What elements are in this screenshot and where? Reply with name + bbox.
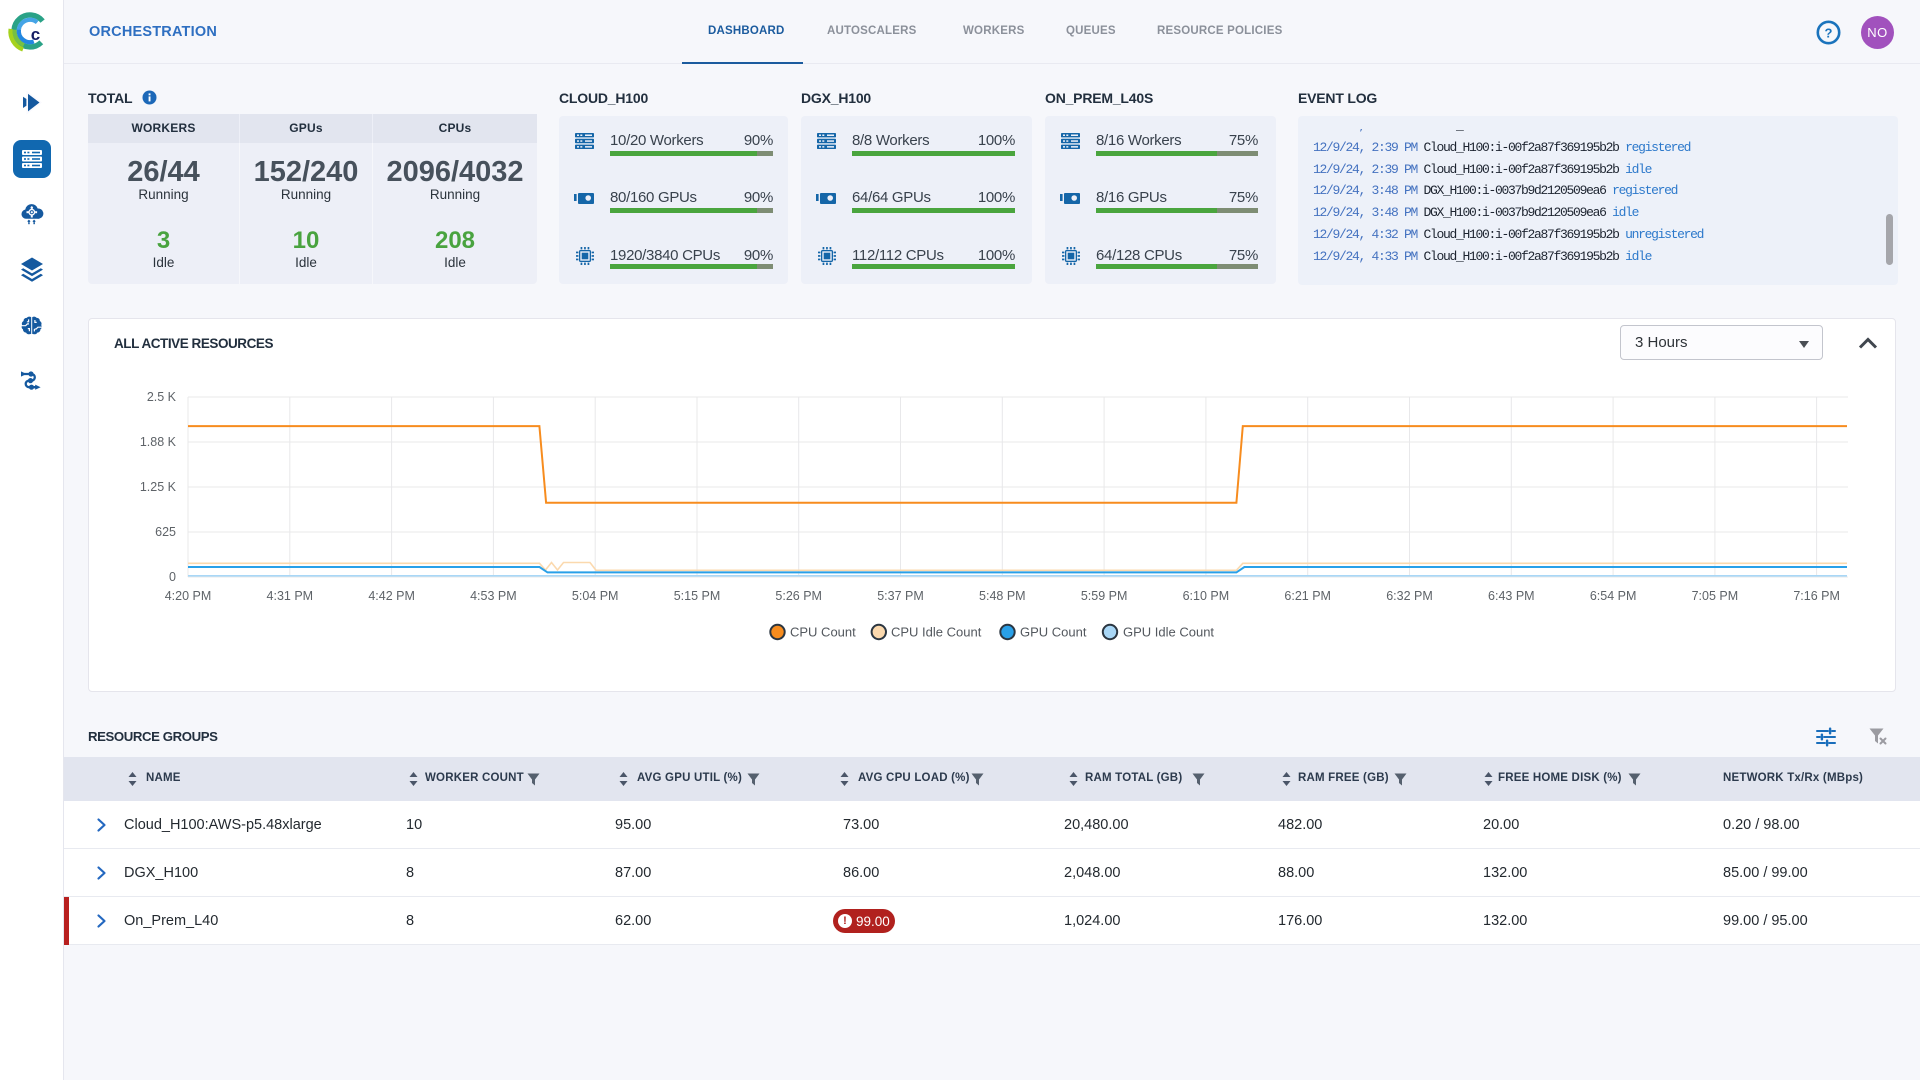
svg-text:625: 625 bbox=[155, 525, 176, 539]
svg-text:6:21 PM: 6:21 PM bbox=[1284, 589, 1331, 603]
svg-text:4:42 PM: 4:42 PM bbox=[368, 589, 415, 603]
svg-text:5:59 PM: 5:59 PM bbox=[1081, 589, 1128, 603]
svg-text:1.88 K: 1.88 K bbox=[140, 435, 177, 449]
svg-text:4:20 PM: 4:20 PM bbox=[165, 589, 212, 603]
svg-text:CPU Count: CPU Count bbox=[790, 625, 856, 640]
svg-text:6:43 PM: 6:43 PM bbox=[1488, 589, 1535, 603]
svg-text:7:05 PM: 7:05 PM bbox=[1692, 589, 1739, 603]
svg-text:6:54 PM: 6:54 PM bbox=[1590, 589, 1637, 603]
svg-text:5:48 PM: 5:48 PM bbox=[979, 589, 1026, 603]
svg-text:5:04 PM: 5:04 PM bbox=[572, 589, 619, 603]
svg-text:2.5 K: 2.5 K bbox=[147, 390, 177, 404]
svg-text:?: ? bbox=[1825, 25, 1833, 40]
svg-text:4:53 PM: 4:53 PM bbox=[470, 589, 517, 603]
svg-text:5:37 PM: 5:37 PM bbox=[877, 589, 924, 603]
svg-text:0: 0 bbox=[169, 570, 176, 584]
svg-text:5:15 PM: 5:15 PM bbox=[674, 589, 721, 603]
svg-text:5:26 PM: 5:26 PM bbox=[775, 589, 822, 603]
svg-text:4:31 PM: 4:31 PM bbox=[267, 589, 314, 603]
svg-text:GPU Count: GPU Count bbox=[1020, 625, 1087, 640]
svg-text:c: c bbox=[31, 25, 40, 44]
svg-text:1.25 K: 1.25 K bbox=[140, 480, 177, 494]
svg-text:7:16 PM: 7:16 PM bbox=[1793, 589, 1840, 603]
svg-text:6:32 PM: 6:32 PM bbox=[1386, 589, 1433, 603]
svg-text:GPU Idle Count: GPU Idle Count bbox=[1123, 625, 1214, 640]
svg-text:6:10 PM: 6:10 PM bbox=[1183, 589, 1230, 603]
svg-text:CPU Idle Count: CPU Idle Count bbox=[891, 625, 982, 640]
